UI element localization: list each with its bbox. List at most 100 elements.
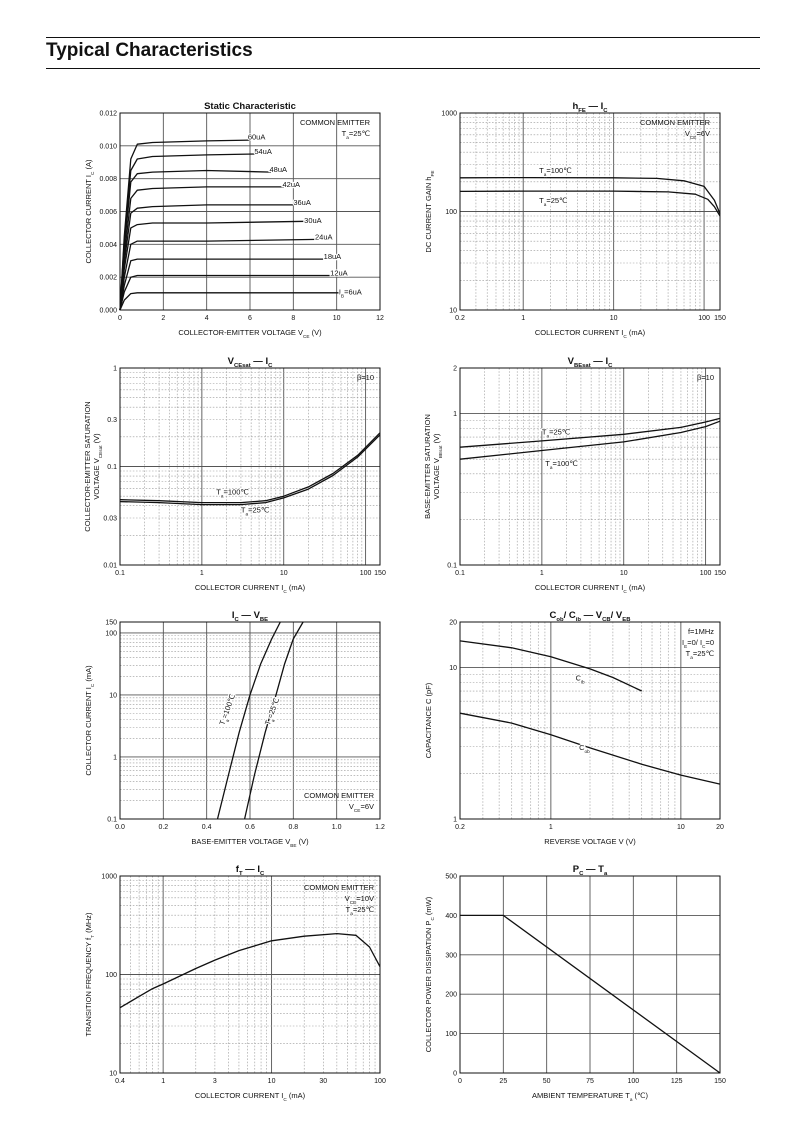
pc-ytick-label: 100 xyxy=(445,1031,457,1038)
static-xtick-label: 12 xyxy=(376,315,384,322)
static-series-label: 24uA xyxy=(315,232,333,241)
icvbe-ytick-label: 0.1 xyxy=(107,817,117,824)
hfe-annotation: VCE=6V xyxy=(685,129,710,140)
ft-annotation: VCE=10V xyxy=(345,894,374,905)
static-series-label: 42uA xyxy=(283,180,301,189)
pc-ytick-label: 500 xyxy=(445,874,457,881)
icvbe-xlabel: BASE-EMITTER VOLTAGE VBE (V) xyxy=(191,837,309,848)
static-series-label: 12uA xyxy=(330,269,348,278)
vcesat-ytick-label: 0.01 xyxy=(103,563,117,570)
icvbe-ytick-label: 10 xyxy=(109,692,117,699)
pc-series-line xyxy=(460,914,721,1074)
static-series-label: 18uA xyxy=(324,252,342,261)
vbesat-xtick-label: 150 xyxy=(714,570,726,577)
pc-grid xyxy=(459,875,721,1074)
icvbe-series-label: Ta=25℃ xyxy=(263,696,283,727)
static-ytick-label: 0.004 xyxy=(99,242,117,249)
vbesat-xtick-label: 100 xyxy=(700,570,712,577)
pc-ytick-label: 0 xyxy=(453,1071,457,1078)
vcesat-series-line xyxy=(119,432,381,504)
vbesat-ytick-label: 1 xyxy=(453,411,457,418)
vbesat-series-label: Ta=25℃ xyxy=(542,427,571,438)
pc-xtick-label: 25 xyxy=(499,1078,507,1085)
cap-annotation: IE=0/ IC=0 xyxy=(682,638,714,649)
static-title: Static Characteristic xyxy=(204,101,296,112)
static-series-line xyxy=(119,258,326,311)
icvbe-series-line xyxy=(216,621,281,820)
chart-icvbe: 0.0 0.2 0.4 0.6 0.8 1.0 1.2 0.1 1 10 100 150 IC — VB… xyxy=(84,610,385,848)
ft-ylabel: TRANSITION FREQUENCY fT (MHz) xyxy=(84,912,95,1036)
ft-xtick-label: 10 xyxy=(268,1078,276,1085)
static-series-line xyxy=(119,238,318,311)
static-series-line xyxy=(119,139,251,311)
vcesat-series-line xyxy=(119,434,381,506)
cap-ytick-label: 20 xyxy=(449,620,457,627)
vbesat-series-label: Ta=100℃ xyxy=(545,459,578,470)
vcesat-grid xyxy=(120,368,380,565)
static-xtick-label: 2 xyxy=(161,315,165,322)
pc-ylabel: COLLECTOR POWER DISSIPATION PC (mW) xyxy=(424,896,435,1052)
cap-grid xyxy=(460,622,720,819)
hfe-ytick-label: 10 xyxy=(449,308,457,315)
vbesat-ylabel: BASE-EMITTER SATURATION xyxy=(423,414,432,519)
static-ytick-label: 0.000 xyxy=(99,308,117,315)
chart-vcesat: 0.1 1 10 100 150 0.01 0.03 0.1 0.3 1 VCEsat — IC CO… xyxy=(83,356,386,594)
hfe-grid xyxy=(460,113,720,310)
ft-ytick-label: 100 xyxy=(105,972,117,979)
vcesat-ylabel-2: VOLTAGE VCEsat (V) xyxy=(92,433,103,500)
chart-hfe: 0.2 1 10 100 150 10 100 1000 hFE — IC COLLECTOR C… xyxy=(424,101,726,339)
static-frame xyxy=(119,112,381,311)
pc-xtick-label: 150 xyxy=(714,1078,726,1085)
cap-series-label: Cib xyxy=(576,674,585,685)
cap-xtick-label: 20 xyxy=(716,824,724,831)
icvbe-annotation: COMMON EMITTER xyxy=(304,791,375,800)
icvbe-xtick-label: 0.0 xyxy=(115,824,125,831)
vcesat-xtick-label: 1 xyxy=(200,570,204,577)
icvbe-xtick-label: 0.4 xyxy=(202,824,212,831)
page-title: Typical Characteristics xyxy=(46,40,253,61)
chart-vbesat: 0.1 1 10 100 150 0.1 1 2 VBEsat — IC COLLECTOR CU… xyxy=(423,356,726,594)
ft-series-line xyxy=(119,932,381,1009)
vbesat-grid xyxy=(460,368,720,565)
vbesat-xtick-label: 10 xyxy=(620,570,628,577)
ft-frame xyxy=(119,875,381,1074)
pc-ytick-label: 400 xyxy=(445,913,457,920)
icvbe-series-line xyxy=(243,621,304,820)
vcesat-xtick-label: 10 xyxy=(280,570,288,577)
vbesat-xtick-label: 0.1 xyxy=(455,570,465,577)
icvbe-xtick-label: 1.0 xyxy=(332,824,342,831)
vcesat-ytick-label: 0.03 xyxy=(103,516,117,523)
static-series-label: 30uA xyxy=(304,216,322,225)
static-series-label: IB=6uA xyxy=(339,287,362,298)
vbesat-series-line xyxy=(459,420,721,460)
vbesat-annotation: β=10 xyxy=(697,373,714,382)
icvbe-ytick-label: 100 xyxy=(105,630,117,637)
vcesat-xtick-label: 0.1 xyxy=(115,570,125,577)
pc-frame xyxy=(459,875,721,1074)
ft-xtick-label: 1 xyxy=(161,1078,165,1085)
static-ylabel: COLLECTOR CURRENT IC (A) xyxy=(84,159,95,263)
vcesat-title: VCEsat — IC xyxy=(228,356,273,369)
static-series-label: 36uA xyxy=(293,198,311,207)
static-annotation: Ta=25℃ xyxy=(342,129,371,140)
pc-xtick-label: 100 xyxy=(627,1078,639,1085)
icvbe-series-label: Ta=100℃ xyxy=(217,692,238,727)
static-series-line xyxy=(119,292,341,311)
cap-frame xyxy=(459,621,721,820)
cap-series-line xyxy=(459,640,642,692)
hfe-ylabel: DC CURRENT GAIN hFE xyxy=(424,170,435,252)
static-xtick-label: 6 xyxy=(248,315,252,322)
cap-series-line xyxy=(459,712,721,785)
icvbe-frame xyxy=(119,621,381,820)
icvbe-ytick-label: 1 xyxy=(113,754,117,761)
title-rule xyxy=(46,68,760,69)
hfe-ytick-label: 100 xyxy=(445,209,457,216)
static-ytick-label: 0.010 xyxy=(99,143,117,150)
vcesat-frame xyxy=(119,367,381,566)
ft-xtick-label: 3 xyxy=(213,1078,217,1085)
pc-ytick-label: 200 xyxy=(445,992,457,999)
cap-xtick-label: 0.2 xyxy=(455,824,465,831)
hfe-annotation: COMMON EMITTER xyxy=(640,118,711,127)
ft-xlabel: COLLECTOR CURRENT IC (mA) xyxy=(195,1091,306,1102)
